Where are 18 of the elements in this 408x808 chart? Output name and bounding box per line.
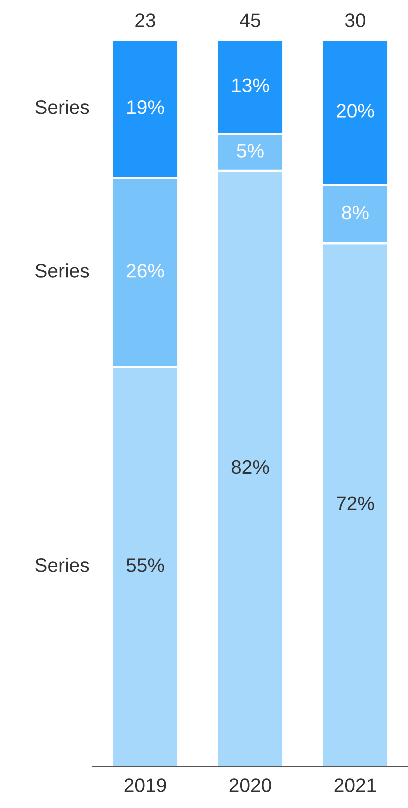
data-label: 13% (232, 78, 270, 92)
data-label: 26% (127, 264, 164, 278)
annotation: 23 (136, 14, 156, 28)
x-tick-label: 2021 (334, 778, 376, 792)
x-tick-label: 2019 (124, 778, 166, 792)
x-tick-label: 2020 (230, 778, 272, 792)
data-label: 72% (337, 496, 374, 510)
annotation: 45 (240, 14, 260, 28)
data-label: 5% (237, 144, 264, 158)
series-label: Series (36, 264, 90, 278)
series-label: Series (36, 558, 90, 572)
annotation: 30 (345, 14, 366, 28)
data-label: 8% (342, 206, 369, 220)
series-label: Series (36, 100, 90, 114)
data-label: 55% (126, 558, 164, 572)
data-label: 82% (232, 460, 270, 474)
data-label: 20% (337, 104, 374, 118)
data-label: 19% (128, 100, 164, 114)
